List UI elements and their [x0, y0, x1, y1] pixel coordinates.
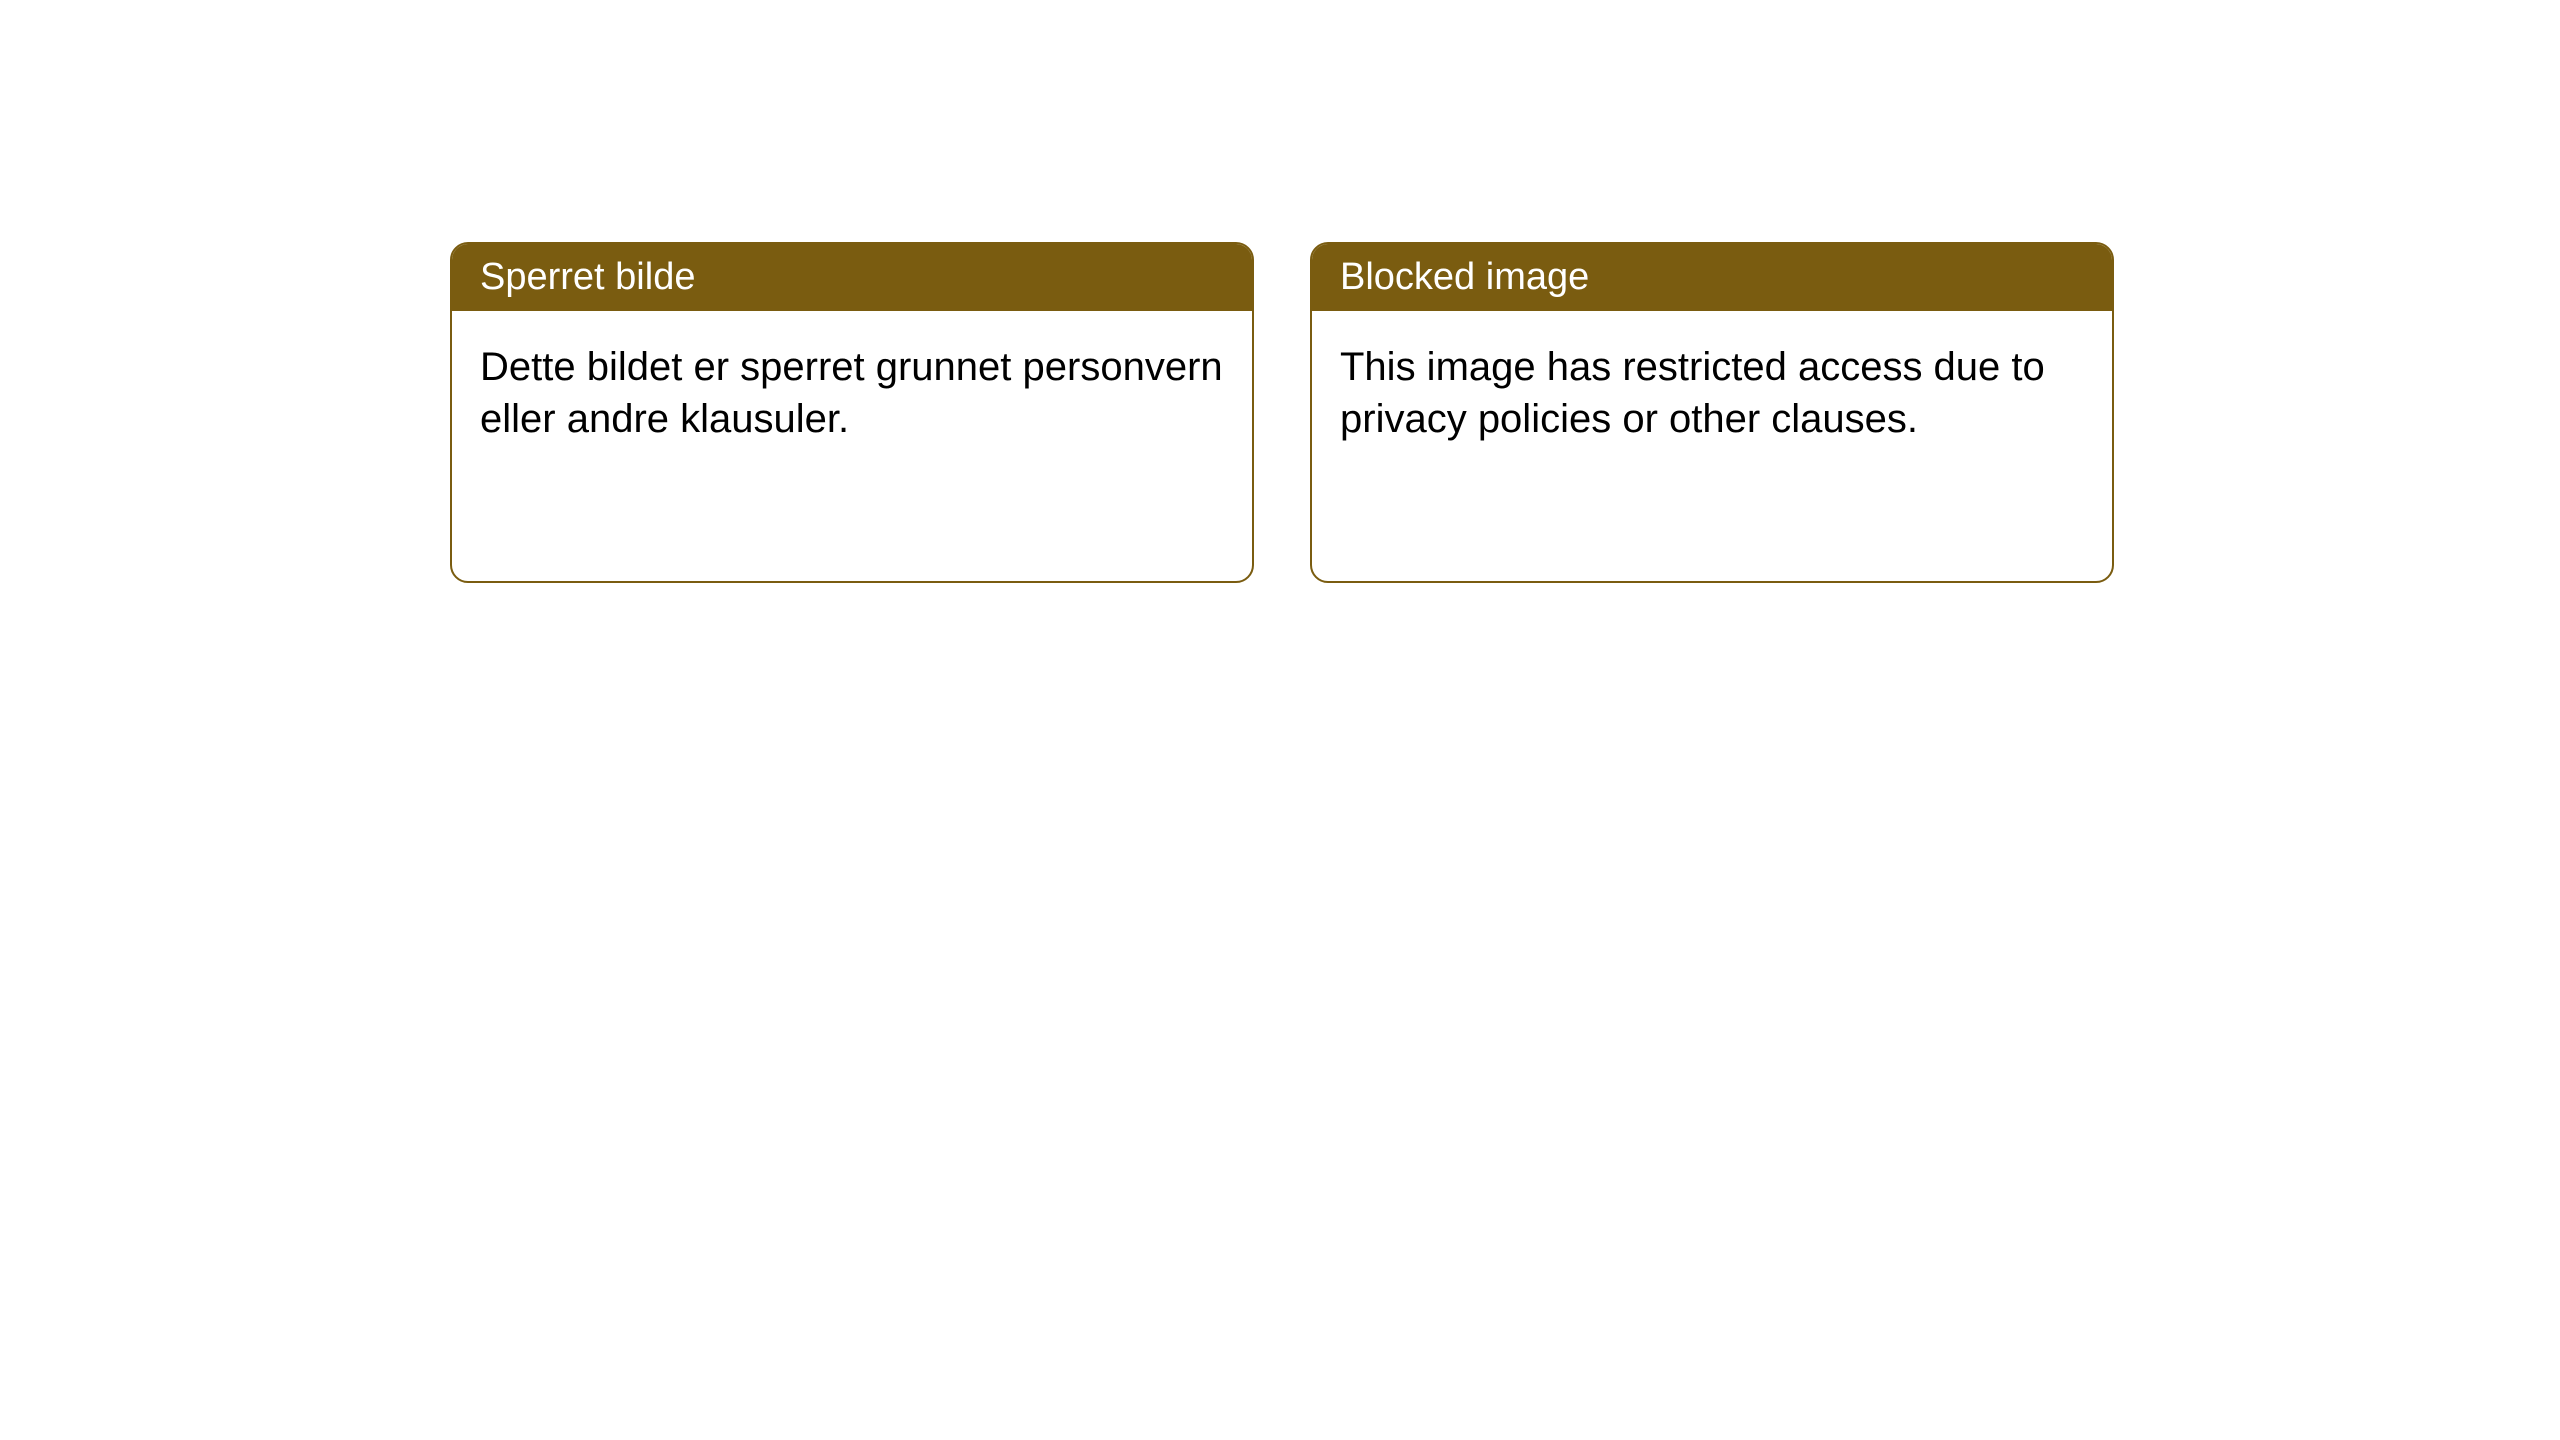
- notice-body-norwegian: Dette bildet er sperret grunnet personve…: [452, 311, 1252, 581]
- notice-text: This image has restricted access due to …: [1340, 345, 2045, 441]
- notice-card-norwegian: Sperret bilde Dette bildet er sperret gr…: [450, 242, 1254, 583]
- notice-title: Blocked image: [1340, 256, 1589, 298]
- notice-text: Dette bildet er sperret grunnet personve…: [480, 345, 1223, 441]
- notice-body-english: This image has restricted access due to …: [1312, 311, 2112, 581]
- notice-header-norwegian: Sperret bilde: [452, 244, 1252, 311]
- notice-container: Sperret bilde Dette bildet er sperret gr…: [450, 242, 2114, 583]
- notice-header-english: Blocked image: [1312, 244, 2112, 311]
- notice-title: Sperret bilde: [480, 256, 695, 298]
- notice-card-english: Blocked image This image has restricted …: [1310, 242, 2114, 583]
